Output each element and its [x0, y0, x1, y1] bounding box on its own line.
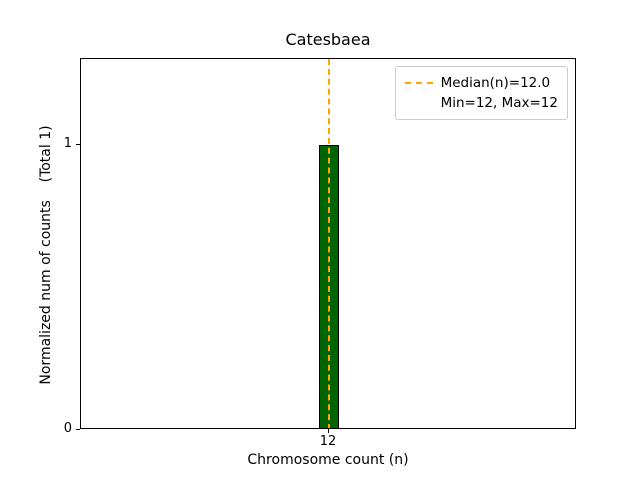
y-tick-label-0: 0: [63, 421, 72, 436]
median-dash-icon: [404, 82, 433, 84]
legend-entry-minmax: Min=12, Max=12: [440, 95, 558, 111]
chart-title: Catesbaea: [285, 30, 371, 49]
y-tick-mark: [76, 429, 80, 430]
legend-row-median: Median(n)=12.0: [404, 73, 558, 93]
y-tick-mark: [76, 143, 80, 145]
legend: Median(n)=12.0 Min=12, Max=12: [394, 66, 568, 120]
median-line: [328, 59, 330, 428]
legend-row-minmax: Min=12, Max=12: [405, 93, 558, 113]
y-axis-label: Normalized num of counts (Total 1): [38, 125, 54, 385]
y-tick-label-1: 1: [63, 135, 72, 151]
x-tick-mark: [328, 429, 329, 433]
legend-entry-median: Median(n)=12.0: [440, 75, 551, 91]
x-axis-label: Chromosome count (n): [247, 452, 409, 468]
plot-area: Median(n)=12.0 Min=12, Max=12: [80, 58, 576, 429]
x-tick-label-12: 12: [319, 434, 337, 449]
